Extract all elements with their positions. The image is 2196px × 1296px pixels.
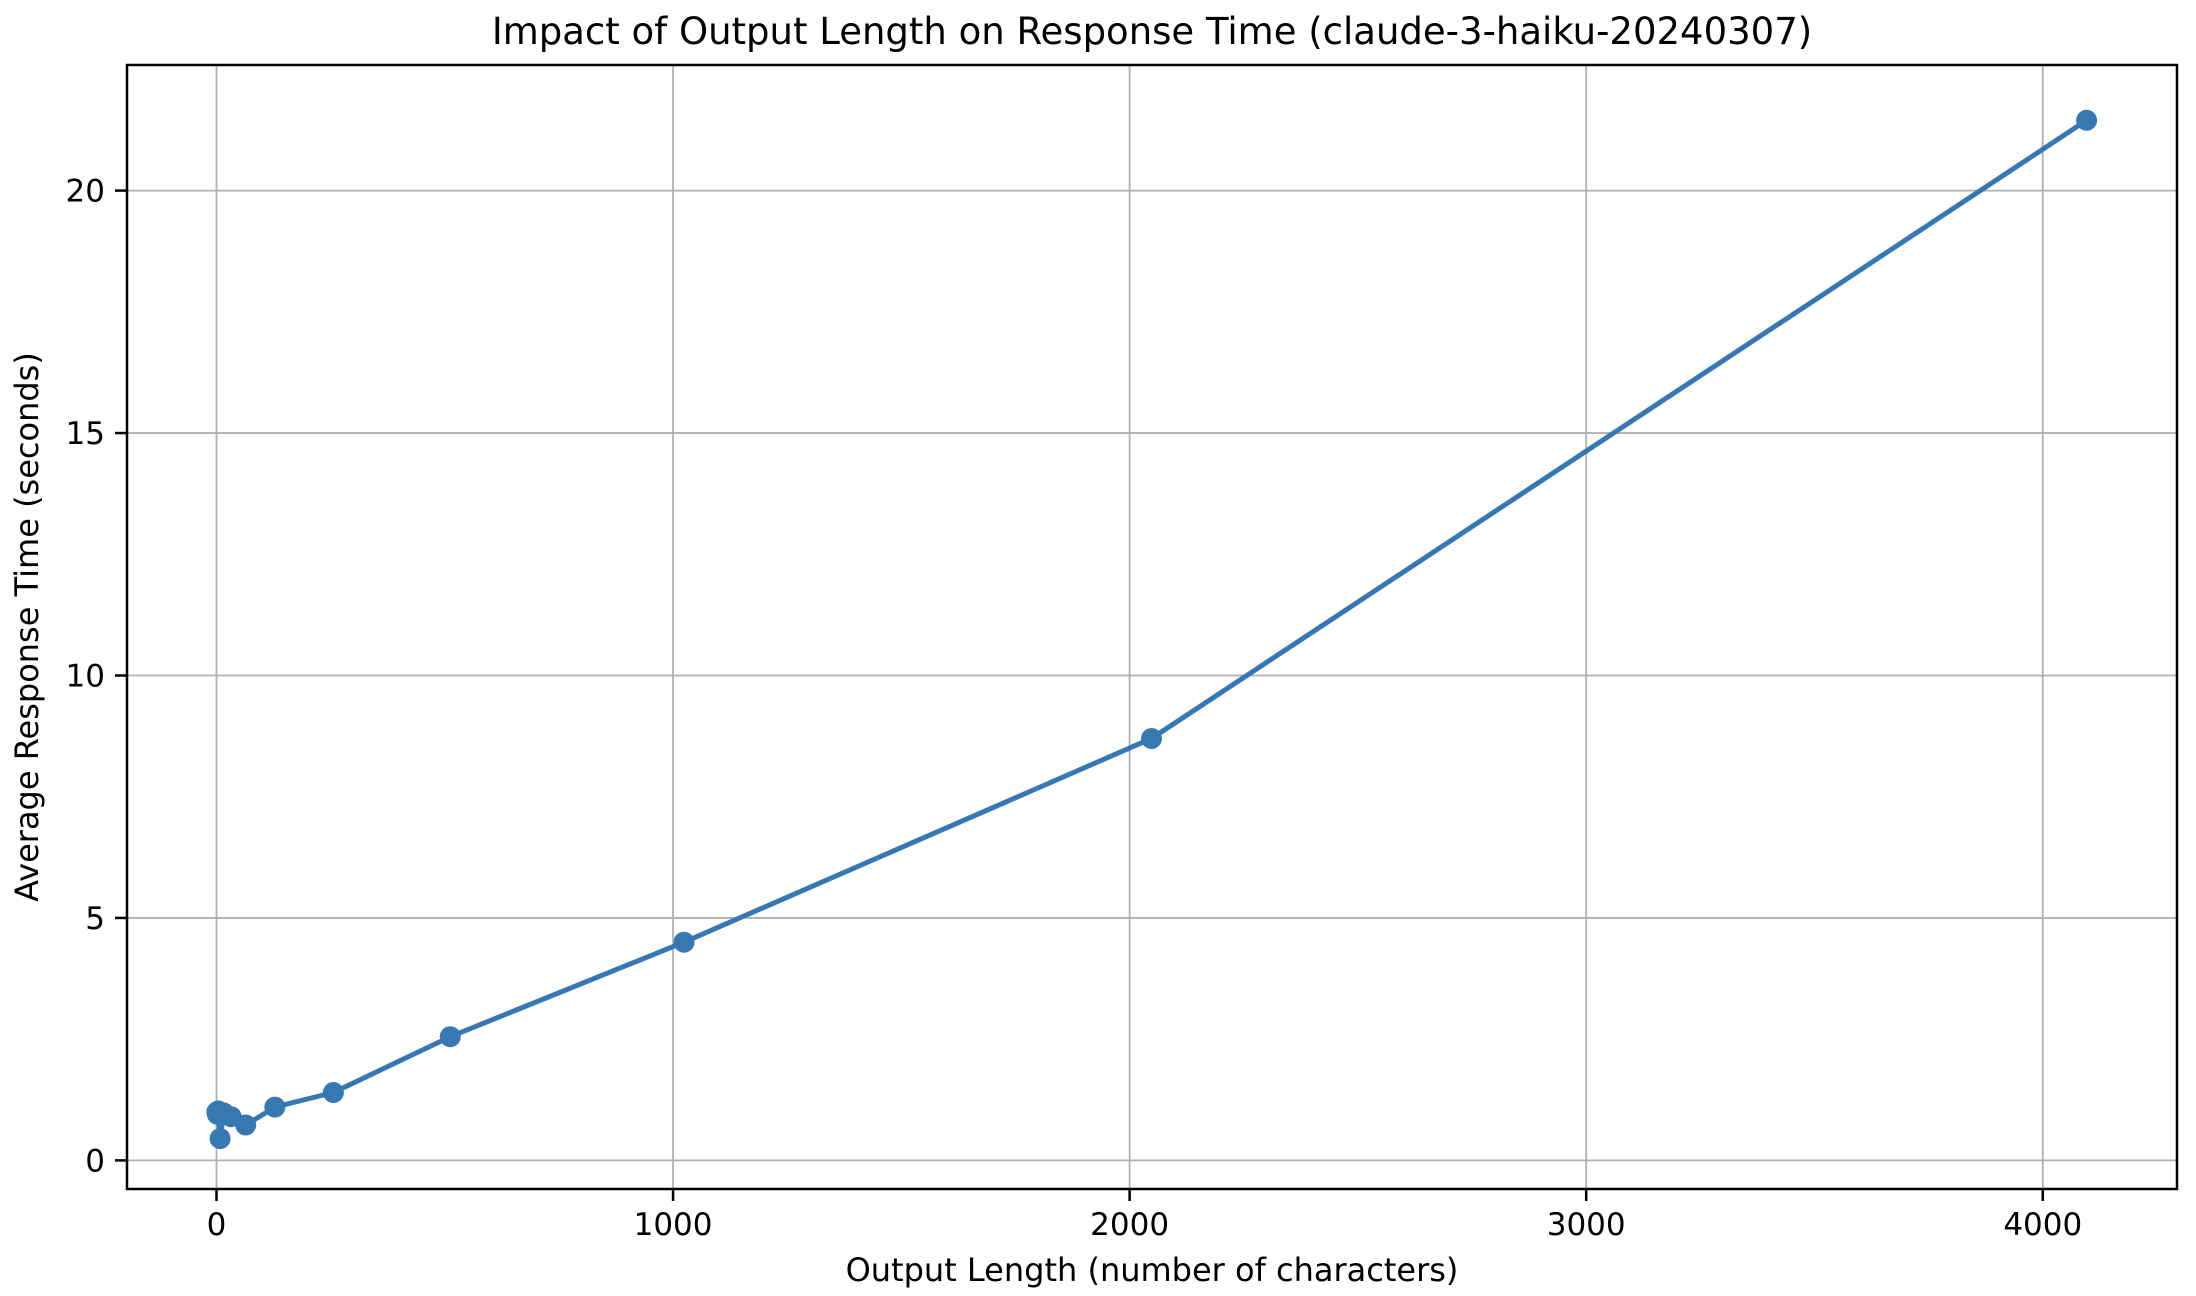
y-tick-label: 0 xyxy=(85,1143,105,1179)
x-axis-label: Output Length (number of characters) xyxy=(846,1251,1459,1289)
tick-label-layer: 0 1000 2000 3000 4000 0 5 10 15 20 xyxy=(66,174,2083,1243)
data-point xyxy=(322,1082,344,1103)
data-point xyxy=(439,1026,461,1048)
data-point xyxy=(235,1114,257,1136)
x-tick-label: 0 xyxy=(207,1207,227,1243)
x-tick-label: 4000 xyxy=(2003,1207,2082,1243)
series-layer xyxy=(206,109,2098,1150)
x-tick-label: 1000 xyxy=(634,1207,713,1243)
y-tick-label: 10 xyxy=(66,658,105,694)
axes-layer xyxy=(115,63,2179,1201)
series-line xyxy=(214,117,2090,1142)
data-point xyxy=(209,1128,231,1150)
plot-border xyxy=(125,63,2179,1191)
x-tick-label: 2000 xyxy=(1090,1207,1169,1243)
data-point xyxy=(264,1096,286,1118)
y-axis-label: Average Response Time (seconds) xyxy=(8,352,46,902)
y-tick-label: 5 xyxy=(85,901,105,937)
grid-layer xyxy=(127,65,2177,1189)
data-point xyxy=(1141,728,1162,749)
data-point xyxy=(2076,109,2098,131)
x-tick-label: 3000 xyxy=(1547,1207,1626,1243)
data-point xyxy=(673,931,695,953)
y-tick-label: 20 xyxy=(66,174,105,210)
chart-title: Impact of Output Length on Response Time… xyxy=(492,10,1812,53)
y-tick-label: 15 xyxy=(66,416,105,452)
